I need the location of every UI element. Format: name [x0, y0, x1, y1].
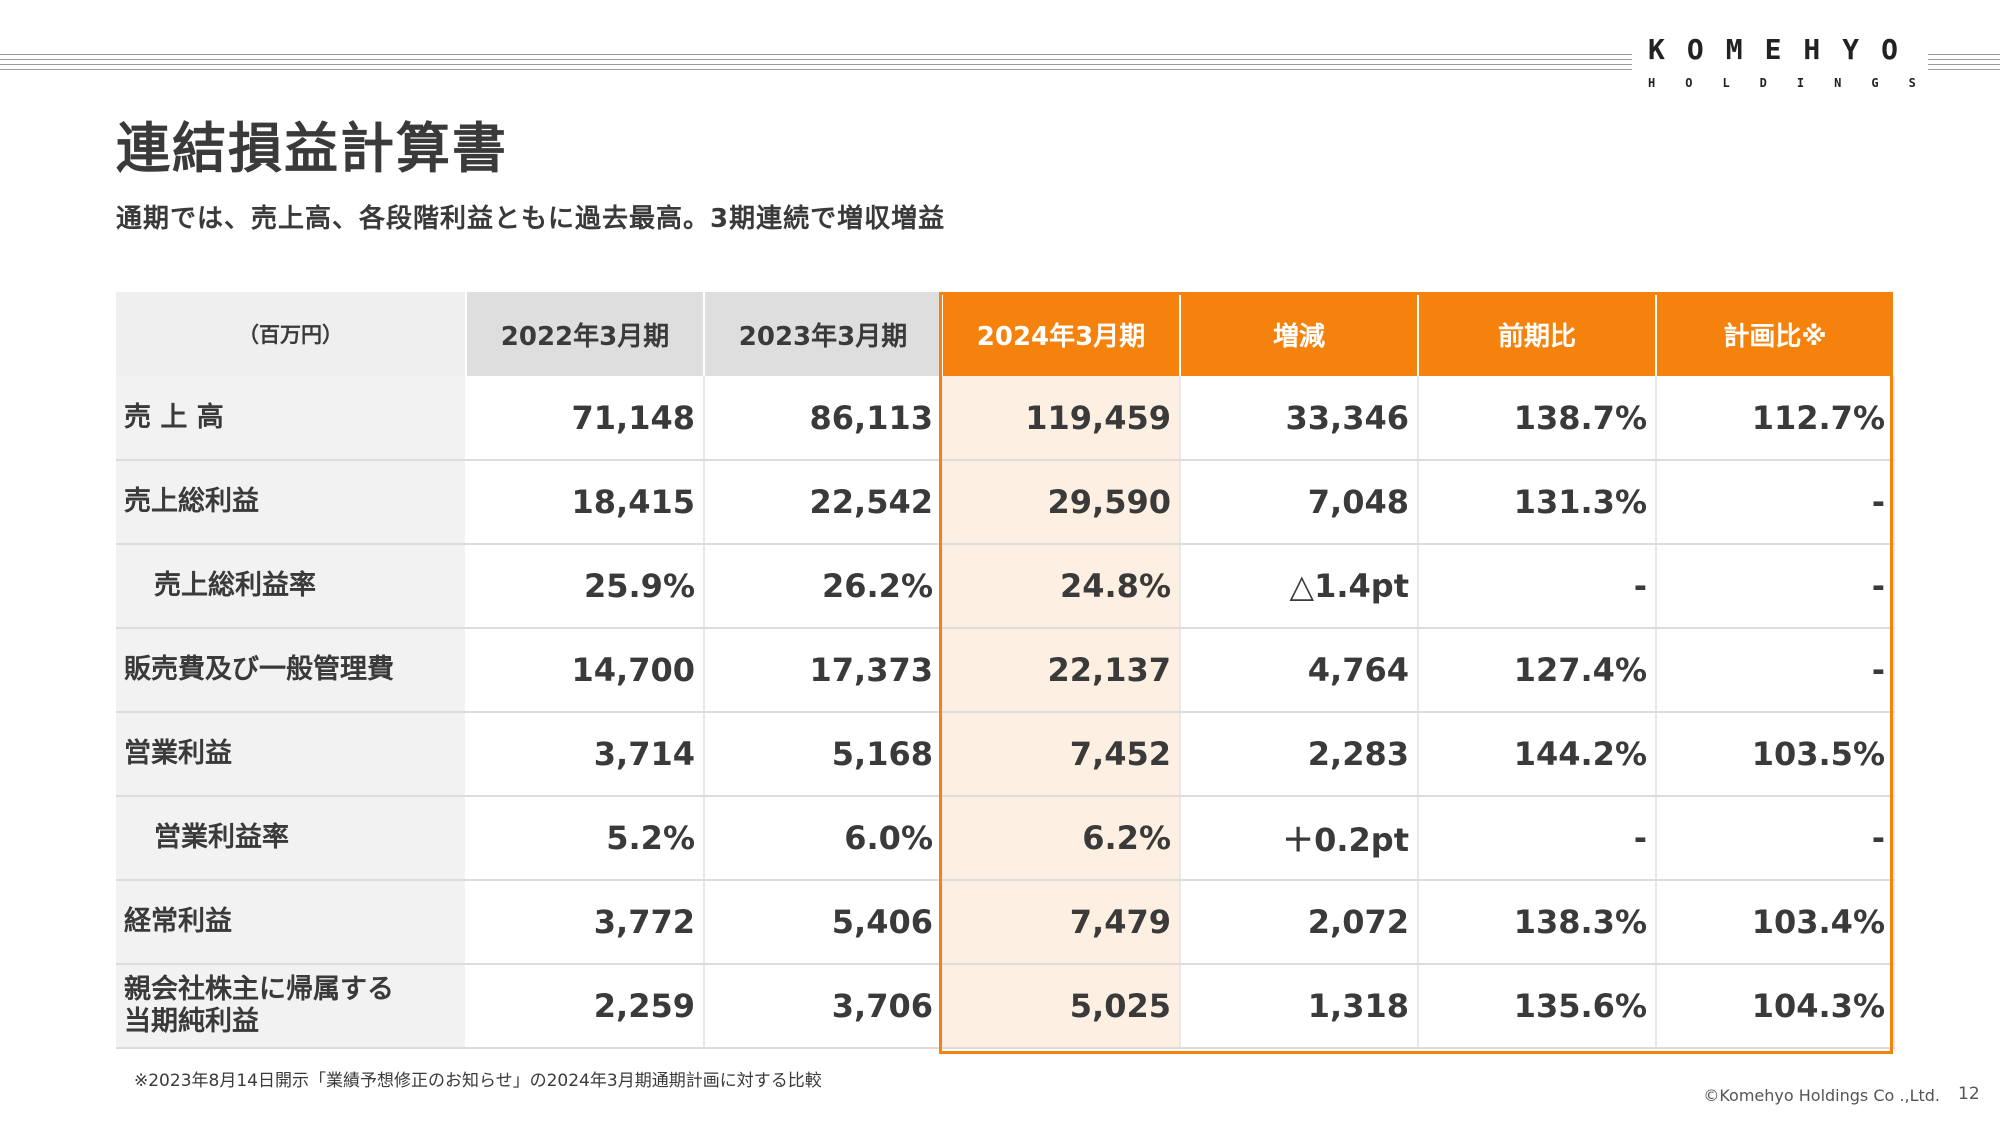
cell-value: -: [1656, 544, 1895, 629]
row-label: 売上総利益: [116, 460, 467, 545]
logo-sub-text: HOLDINGS: [1648, 76, 1946, 90]
cell-value: 6.2%: [942, 796, 1181, 881]
cell-value: 1,318: [1180, 964, 1419, 1049]
cell-value: 18,415: [466, 460, 705, 545]
row-label-line: 親会社株主に帰属する: [124, 974, 394, 1005]
cell-value: 29,590: [942, 460, 1181, 545]
unit-label: （百万円）: [116, 292, 467, 376]
table-row: 経常利益 3,772 5,406 7,479 2,072 138.3% 103.…: [116, 880, 1895, 965]
cell-value: 2,283: [1180, 712, 1419, 797]
cell-value: 7,479: [942, 880, 1181, 965]
cell-value: 112.7%: [1656, 376, 1895, 461]
header-rule-right: [1928, 54, 2000, 72]
cell-value: 2,259: [466, 964, 705, 1049]
cell-value: -: [1656, 628, 1895, 713]
cell-value: -: [1656, 460, 1895, 545]
row-label: 販売費及び一般管理費: [116, 628, 467, 713]
cell-value: 103.4%: [1656, 880, 1895, 965]
header-fy2022: 2022年3月期: [466, 292, 705, 376]
header-rule-left: [0, 54, 1632, 72]
logo-main-text: KOMEHYO: [1648, 33, 1921, 66]
income-statement-table: （百万円） 2022年3月期 2023年3月期 2024年3月期 増減 前期比 …: [116, 292, 1895, 1049]
row-label: 営業利益率: [116, 796, 467, 881]
copyright: ©Komehyo Holdings Co .,Ltd.: [1703, 1086, 1940, 1105]
cell-value: 3,714: [466, 712, 705, 797]
header-fy2024: 2024年3月期: [942, 292, 1181, 376]
cell-value: 3,706: [704, 964, 943, 1049]
header-fy2023: 2023年3月期: [704, 292, 943, 376]
cell-value: -: [1418, 796, 1657, 881]
cell-value: 3,772: [466, 880, 705, 965]
cell-value: 22,137: [942, 628, 1181, 713]
cell-value: 17,373: [704, 628, 943, 713]
cell-value: 138.3%: [1418, 880, 1657, 965]
cell-value: △1.4pt: [1180, 544, 1419, 629]
company-logo: KOMEHYO HOLDINGS: [1648, 33, 1946, 91]
cell-value: 5.2%: [466, 796, 705, 881]
cell-value: 104.3%: [1656, 964, 1895, 1049]
cell-value: -: [1418, 544, 1657, 629]
cell-value: ＋0.2pt: [1180, 796, 1419, 881]
header-vs-plan: 計画比※: [1656, 292, 1895, 376]
table-row: 売 上 高 71,148 86,113 119,459 33,346 138.7…: [116, 376, 1895, 461]
cell-value: 33,346: [1180, 376, 1419, 461]
table-row: 営業利益率 5.2% 6.0% 6.2% ＋0.2pt - -: [116, 796, 1895, 881]
page-subtitle: 通期では、売上高、各段階利益ともに過去最高。3期連続で増収増益: [116, 204, 946, 234]
table-row: 売上総利益率 25.9% 26.2% 24.8% △1.4pt - -: [116, 544, 1895, 629]
cell-value: 6.0%: [704, 796, 943, 881]
cell-value: 5,406: [704, 880, 943, 965]
table-row: 親会社株主に帰属する 当期純利益 2,259 3,706 5,025 1,318…: [116, 964, 1895, 1049]
header-yoy: 前期比: [1418, 292, 1657, 376]
row-label: 売上総利益率: [116, 544, 467, 629]
cell-value: 7,048: [1180, 460, 1419, 545]
cell-value: 25.9%: [466, 544, 705, 629]
cell-value: -: [1656, 796, 1895, 881]
cell-value: 24.8%: [942, 544, 1181, 629]
page-number: 12: [1958, 1084, 1980, 1104]
row-label: 売 上 高: [116, 376, 467, 461]
cell-value: 135.6%: [1418, 964, 1657, 1049]
cell-value: 7,452: [942, 712, 1181, 797]
cell-value: 14,700: [466, 628, 705, 713]
table-header-row: （百万円） 2022年3月期 2023年3月期 2024年3月期 増減 前期比 …: [116, 292, 1895, 376]
cell-value: 127.4%: [1418, 628, 1657, 713]
cell-value: 86,113: [704, 376, 943, 461]
row-label-line: 当期純利益: [124, 1006, 259, 1037]
table-row: 営業利益 3,714 5,168 7,452 2,283 144.2% 103.…: [116, 712, 1895, 797]
row-label: 営業利益: [116, 712, 467, 797]
row-label: 親会社株主に帰属する 当期純利益: [116, 964, 467, 1049]
cell-value: 26.2%: [704, 544, 943, 629]
cell-value: 22,542: [704, 460, 943, 545]
page-title: 連結損益計算書: [116, 117, 508, 180]
cell-value: 144.2%: [1418, 712, 1657, 797]
cell-value: 4,764: [1180, 628, 1419, 713]
footnote: ※2023年8月14日開示「業績予想修正のお知らせ」の2024年3月期通期計画に…: [134, 1071, 822, 1091]
row-label: 経常利益: [116, 880, 467, 965]
cell-value: 71,148: [466, 376, 705, 461]
cell-value: 131.3%: [1418, 460, 1657, 545]
header-change: 増減: [1180, 292, 1419, 376]
table-row: 売上総利益 18,415 22,542 29,590 7,048 131.3% …: [116, 460, 1895, 545]
table-row: 販売費及び一般管理費 14,700 17,373 22,137 4,764 12…: [116, 628, 1895, 713]
cell-value: 103.5%: [1656, 712, 1895, 797]
cell-value: 119,459: [942, 376, 1181, 461]
cell-value: 138.7%: [1418, 376, 1657, 461]
cell-value: 5,168: [704, 712, 943, 797]
cell-value: 5,025: [942, 964, 1181, 1049]
cell-value: 2,072: [1180, 880, 1419, 965]
